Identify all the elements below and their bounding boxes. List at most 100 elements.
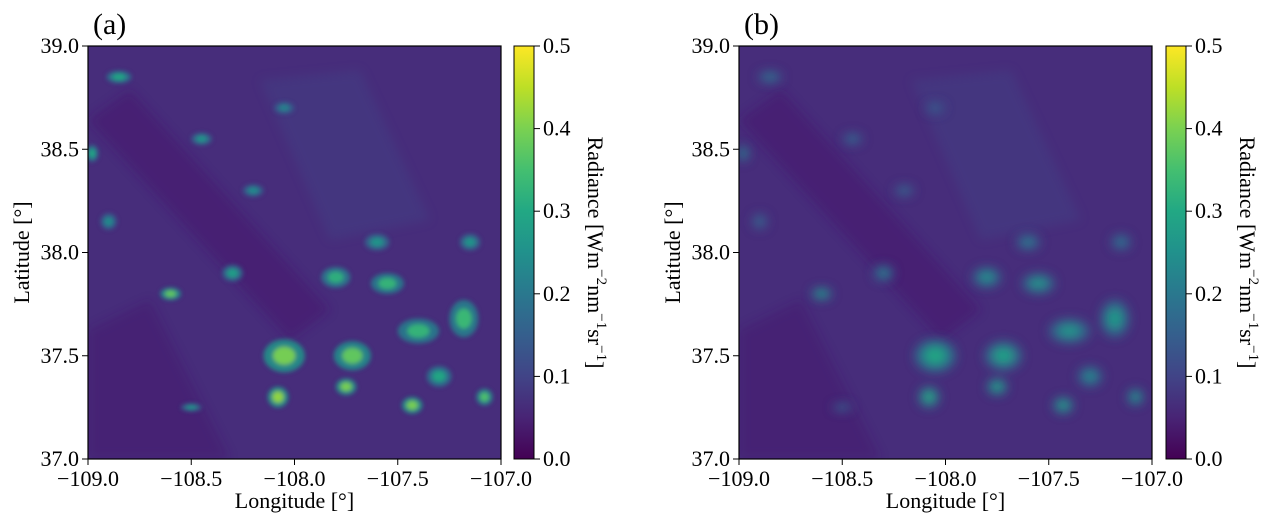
colorbar-label: Radiance [Wm−2nm−1sr−1] xyxy=(583,137,609,369)
radiance-blob xyxy=(455,308,472,329)
radiance-blob xyxy=(1029,277,1048,290)
hotspots xyxy=(739,70,1144,414)
radiance-blob xyxy=(342,347,363,364)
dark-valley-band xyxy=(88,90,330,340)
colorbar-label-sup: −2 xyxy=(1245,269,1261,285)
y-axis-label: Latitude [°] xyxy=(9,201,34,303)
colorbar-label-sup: −1 xyxy=(593,313,609,329)
x-axis: −109.0 −108.5 −108.0 −107.5 −107.0 xyxy=(708,459,1183,491)
x-axis-label: Longitude [°] xyxy=(235,488,354,513)
colorbar-tick-label: 0.3 xyxy=(1195,198,1223,223)
colorbar-tick-label: 0.3 xyxy=(543,198,571,223)
radiance-blob xyxy=(226,268,239,278)
dark-valley-band xyxy=(739,90,981,340)
colorbar-label-part: sr xyxy=(1235,329,1260,346)
radiance-blob xyxy=(370,237,384,247)
colorbar-ticks: 0.0 0.1 0.2 0.3 0.4 0.5 xyxy=(1186,33,1223,471)
panel-label: (a) xyxy=(93,8,126,41)
colorbar-tick-label: 0.2 xyxy=(1195,281,1223,306)
radiance-blob xyxy=(898,187,910,194)
heatmap-image xyxy=(739,46,1152,459)
radiance-blob xyxy=(978,271,995,283)
x-tick-label: −109.0 xyxy=(57,466,119,491)
colorbar-tick-label: 0.1 xyxy=(1195,363,1223,388)
y-axis-label: Latitude [°] xyxy=(660,201,685,303)
radiance-blob xyxy=(877,268,890,278)
radiance-blob xyxy=(929,104,941,112)
colorbar-tick-label: 0.5 xyxy=(1195,33,1223,58)
radiance-blob xyxy=(88,148,96,158)
radiance-blob xyxy=(1058,324,1081,338)
y-tick-label: 38.0 xyxy=(41,240,80,265)
radiance-blob xyxy=(763,73,777,81)
radiance-blob xyxy=(1106,308,1123,329)
radiance-blob xyxy=(407,324,430,338)
radiance-blob xyxy=(993,347,1014,364)
y-axis: 37.0 37.5 38.0 38.5 39.0 xyxy=(692,33,739,471)
y-tick-label: 38.0 xyxy=(692,240,731,265)
radiance-blob xyxy=(340,382,352,392)
radiance-blob xyxy=(815,290,828,298)
radiance-blob xyxy=(112,73,126,81)
y-tick-label: 37.0 xyxy=(692,446,731,471)
colorbar-label-main: Radiance [Wm xyxy=(583,137,608,270)
colorbar-ticks: 0.0 0.1 0.2 0.3 0.4 0.5 xyxy=(534,33,571,471)
y-tick-label: 37.0 xyxy=(41,446,80,471)
colorbar xyxy=(1165,45,1187,460)
radiance-blob xyxy=(923,391,935,403)
colorbar-tick-label: 0.4 xyxy=(543,116,571,141)
colorbar-label-sup: −2 xyxy=(593,269,609,285)
radiance-blob xyxy=(846,135,859,143)
radiance-blob xyxy=(1115,237,1127,247)
x-tick-label: −107.5 xyxy=(367,466,429,491)
panel-a: (a) −109.0 −108.5 −108.0 −107.5 −107.0 37.03… xyxy=(9,8,609,513)
colorbar-label: Radiance [Wm−2nm−1sr−1] xyxy=(1235,137,1261,369)
radiance-blob xyxy=(272,346,296,365)
x-axis-label: Longitude [°] xyxy=(886,488,1005,513)
x-tick-label: −107.5 xyxy=(1018,466,1080,491)
radiance-blob xyxy=(104,216,114,227)
colorbar-label-part: sr xyxy=(583,329,608,346)
radiance-blob xyxy=(836,405,848,410)
y-axis: 37.0 37.5 38.0 38.5 39.0 xyxy=(41,33,88,471)
colorbar xyxy=(513,45,535,460)
radiance-blob xyxy=(464,237,476,247)
heatmap-image xyxy=(88,46,501,459)
radiance-blob xyxy=(327,271,344,283)
radiance-blob xyxy=(272,391,284,403)
y-tick-label: 39.0 xyxy=(692,33,731,58)
dark-valley-band xyxy=(739,300,881,459)
hotspots xyxy=(88,70,493,414)
panel-b: (b) −109.0 −108.5 −108.0 −107.5 −107.0 37.03… xyxy=(660,8,1261,513)
radiance-blob xyxy=(991,382,1003,392)
colorbar-tick-label: 0.2 xyxy=(543,281,571,306)
radiance-blob xyxy=(1130,392,1141,402)
colorbar-label-part: nm xyxy=(1235,285,1260,313)
colorbar-label-sup: −1 xyxy=(1245,345,1261,361)
radiance-blob xyxy=(247,187,259,194)
colorbar-label-sup: −1 xyxy=(593,345,609,361)
radiance-blob xyxy=(1057,400,1069,410)
colorbar-tick-label: 0.0 xyxy=(1195,446,1223,471)
radiance-blob xyxy=(164,290,177,298)
y-tick-label: 39.0 xyxy=(41,33,80,58)
colorbar-tick-label: 0.5 xyxy=(543,33,571,58)
radiance-blob xyxy=(1021,237,1035,247)
x-tick-label: −109.0 xyxy=(708,466,770,491)
colorbar-label-part: nm xyxy=(583,285,608,313)
x-tick-label: −108.0 xyxy=(264,466,326,491)
radiance-blob xyxy=(432,370,446,383)
y-tick-label: 37.5 xyxy=(41,343,80,368)
x-tick-label: −108.5 xyxy=(811,466,873,491)
y-tick-label: 38.5 xyxy=(41,136,80,161)
colorbar-label-part: ] xyxy=(1235,361,1260,368)
radiance-blob xyxy=(923,346,947,365)
colorbar-label-part: ] xyxy=(583,361,608,368)
dark-valley-band xyxy=(88,300,230,459)
colorbar-tick-label: 0.4 xyxy=(1195,116,1223,141)
radiance-blob xyxy=(278,104,290,112)
y-tick-label: 38.5 xyxy=(692,136,731,161)
radiance-blob xyxy=(406,400,418,410)
radiance-blob xyxy=(739,148,747,158)
